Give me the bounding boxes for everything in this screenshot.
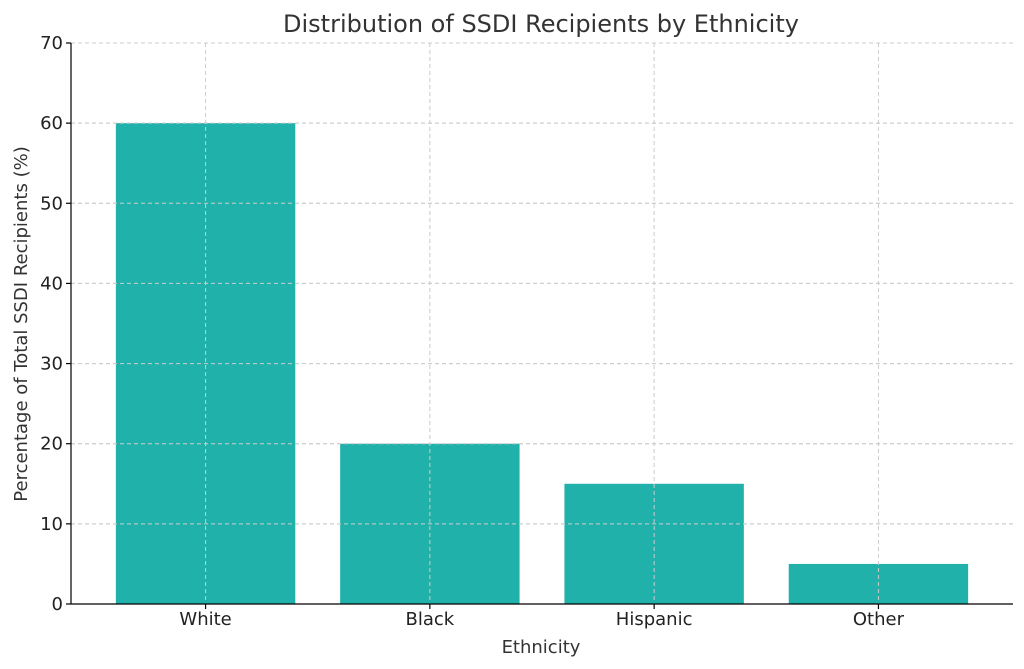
x-axis-label: Ethnicity: [502, 637, 581, 658]
y-axis-ticks: 0 10 20 30 40 50 60 70: [40, 33, 71, 615]
y-tick-label: 20: [40, 434, 63, 455]
y-tick-label: 10: [40, 514, 63, 535]
y-tick-label: 50: [40, 193, 63, 214]
x-tick-label: Hispanic: [616, 609, 693, 630]
vertical-grid-lines: [71, 42, 1013, 604]
y-tick-label: 0: [52, 594, 63, 615]
chart-title: Distribution of SSDI Recipients by Ethni…: [283, 10, 799, 38]
x-tick-label: Other: [853, 609, 905, 630]
x-tick-label: Black: [406, 609, 455, 630]
x-tick-label: White: [179, 609, 231, 630]
y-tick-label: 40: [40, 273, 63, 294]
y-tick-label: 30: [40, 354, 63, 375]
x-axis-ticks: White Black Hispanic Other: [179, 604, 905, 630]
y-tick-label: 60: [40, 113, 63, 134]
y-tick-label: 70: [40, 33, 63, 54]
axes: [70, 43, 1013, 605]
y-axis-label: Percentage of Total SSDI Recipients (%): [11, 146, 32, 501]
